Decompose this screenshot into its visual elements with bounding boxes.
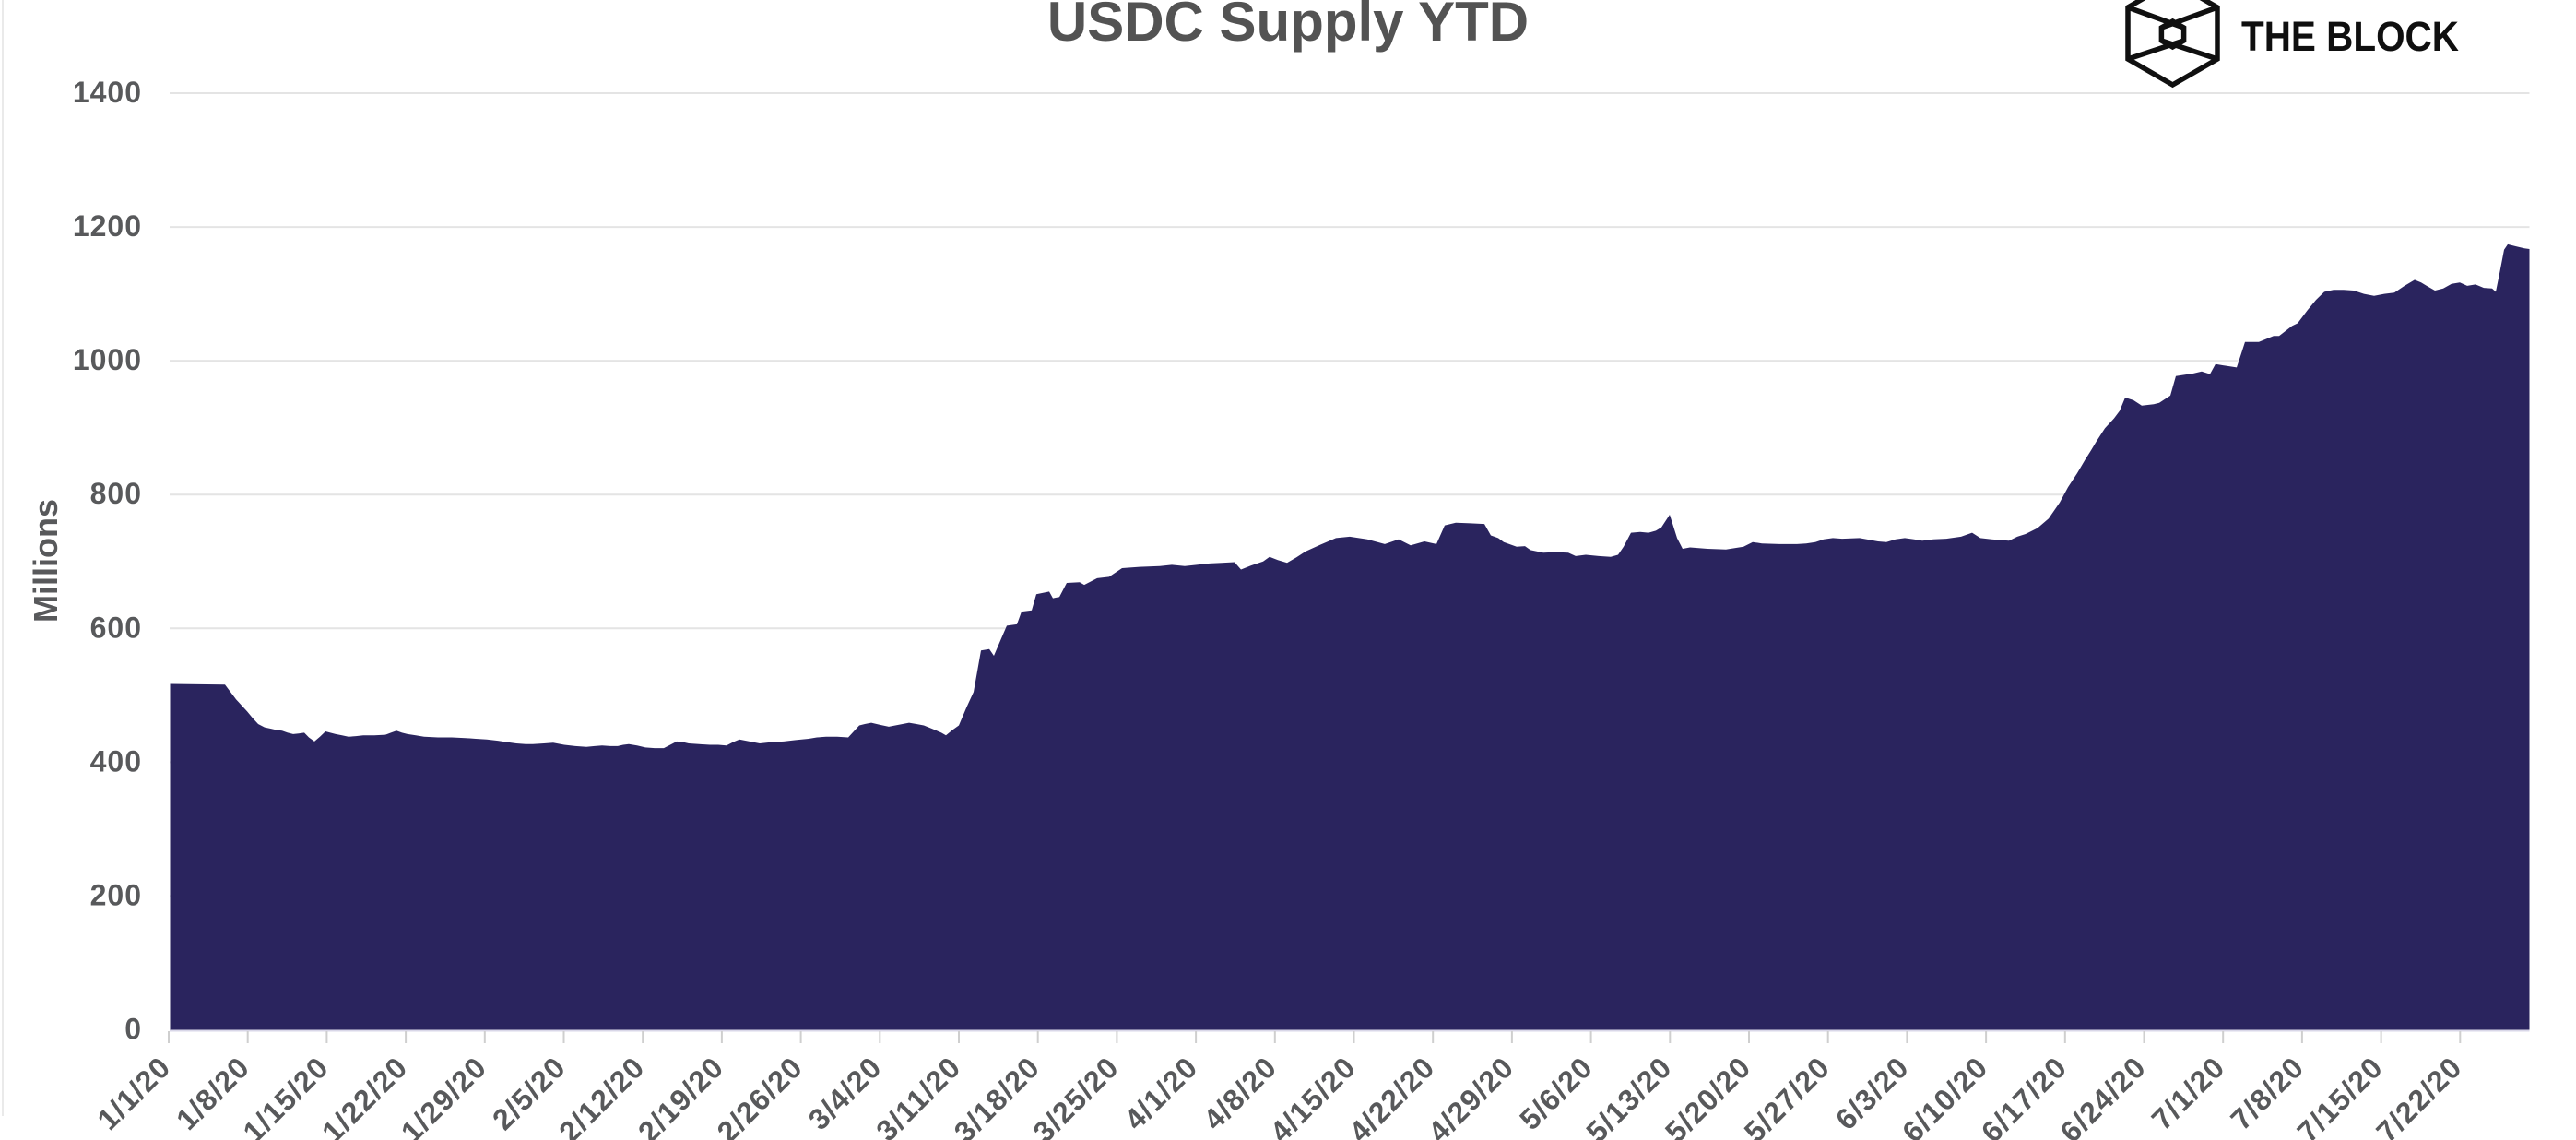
svg-text:1400: 1400 — [73, 76, 142, 109]
svg-text:600: 600 — [90, 611, 142, 644]
svg-text:1000: 1000 — [73, 343, 142, 376]
svg-text:USDC Supply YTD: USDC Supply YTD — [1047, 0, 1529, 53]
svg-text:Millions: Millions — [27, 499, 65, 623]
svg-text:0: 0 — [124, 1013, 142, 1046]
svg-text:THE BLOCK: THE BLOCK — [2241, 13, 2459, 60]
svg-text:400: 400 — [90, 744, 142, 778]
svg-text:800: 800 — [90, 477, 142, 510]
svg-text:1200: 1200 — [73, 209, 142, 243]
svg-text:200: 200 — [90, 878, 142, 911]
